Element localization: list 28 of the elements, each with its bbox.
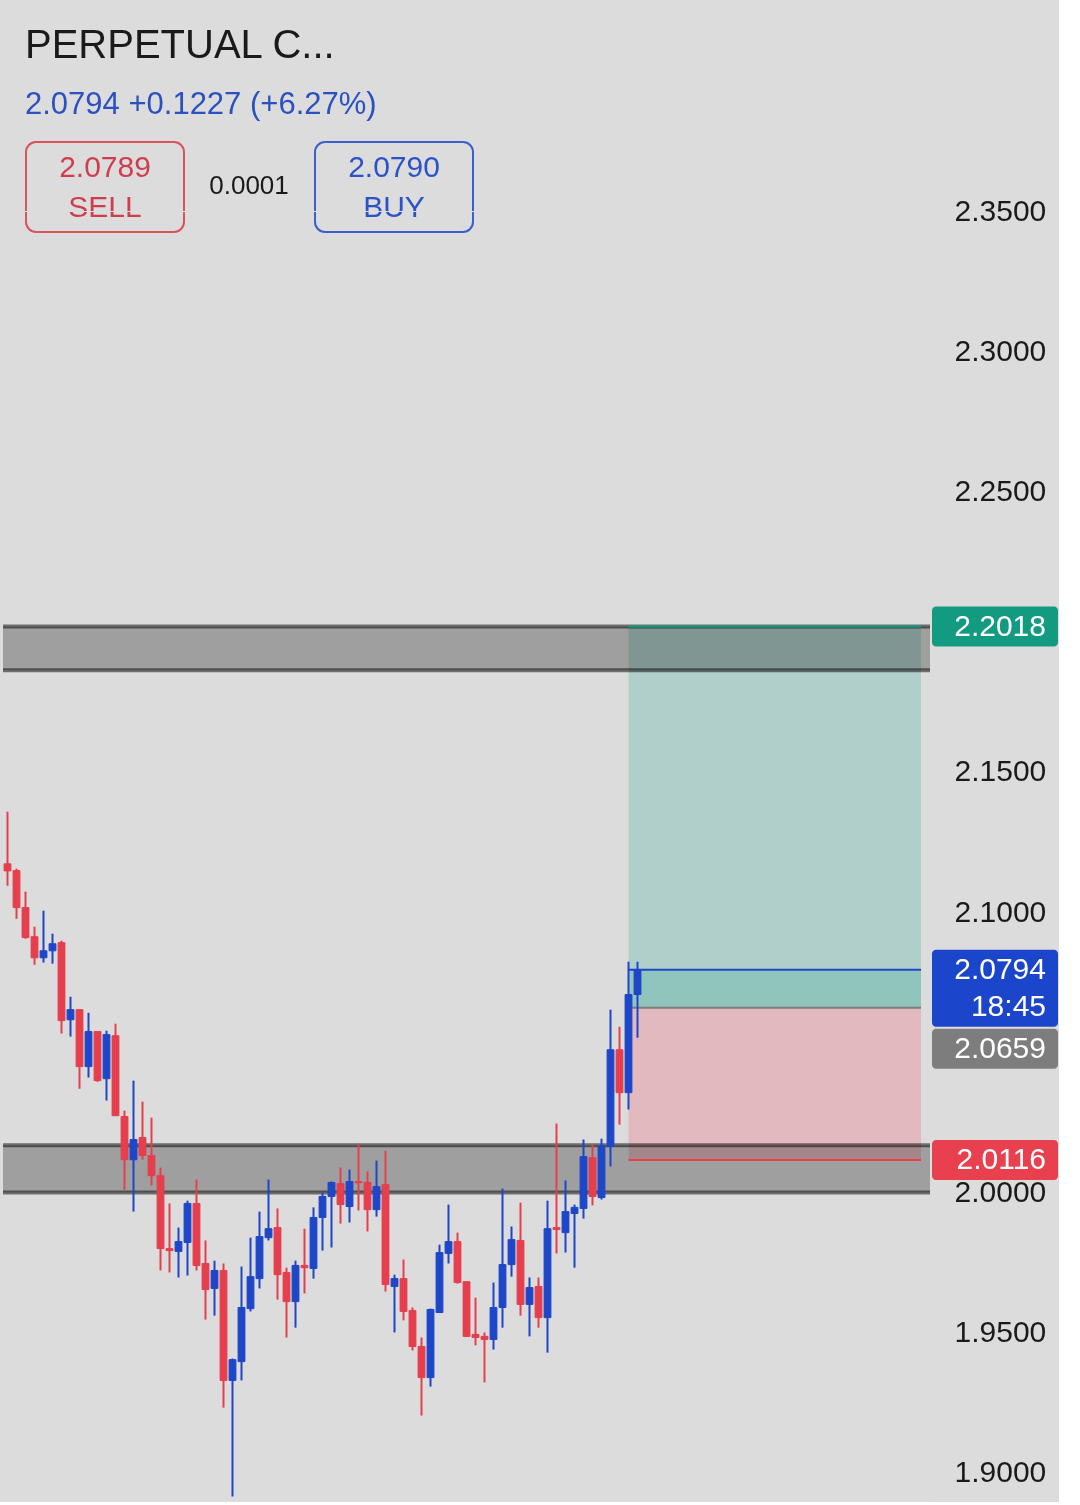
annotation: SELL (68, 190, 142, 223)
candlestick (336, 1166, 345, 1225)
text: 2.0789 (59, 150, 151, 183)
candlestick (372, 1159, 381, 1218)
annotation: BUY (363, 190, 425, 223)
y-tick-label: 2.0000 (954, 1175, 1047, 1209)
ref-line-label: 2.0659 (954, 1030, 1046, 1064)
chart-subtitle: 2.0794 +0.1227 (+6.27%) (25, 86, 377, 121)
candlestick (525, 1276, 534, 1338)
candlestick (390, 1273, 399, 1334)
ref-line-label: 2.0794 18:45 (954, 951, 1046, 1022)
text: 2.0790 (348, 150, 440, 183)
y-tick-label: 1.9500 (954, 1315, 1047, 1349)
y-tick-label: 2.1000 (954, 894, 1047, 928)
candlestick (129, 1079, 138, 1213)
candlestick (300, 1227, 309, 1295)
candlestick (210, 1259, 219, 1317)
y-tick-label: 2.3000 (954, 333, 1047, 367)
candlestick (552, 1122, 561, 1255)
y-tick-label: 2.3500 (954, 193, 1047, 227)
candlestick (66, 995, 75, 1038)
ref-line-label: 2.2018 (954, 608, 1046, 642)
ref-line-label: 2.0116 (956, 1141, 1046, 1175)
y-tick-label: 1.9000 (954, 1455, 1047, 1489)
chart-title: PERPETUAL C... (25, 22, 335, 66)
y-tick-label: 2.2500 (954, 473, 1047, 507)
y-tick-label: 2.1500 (954, 754, 1047, 788)
text: 0.0001 (209, 170, 289, 200)
